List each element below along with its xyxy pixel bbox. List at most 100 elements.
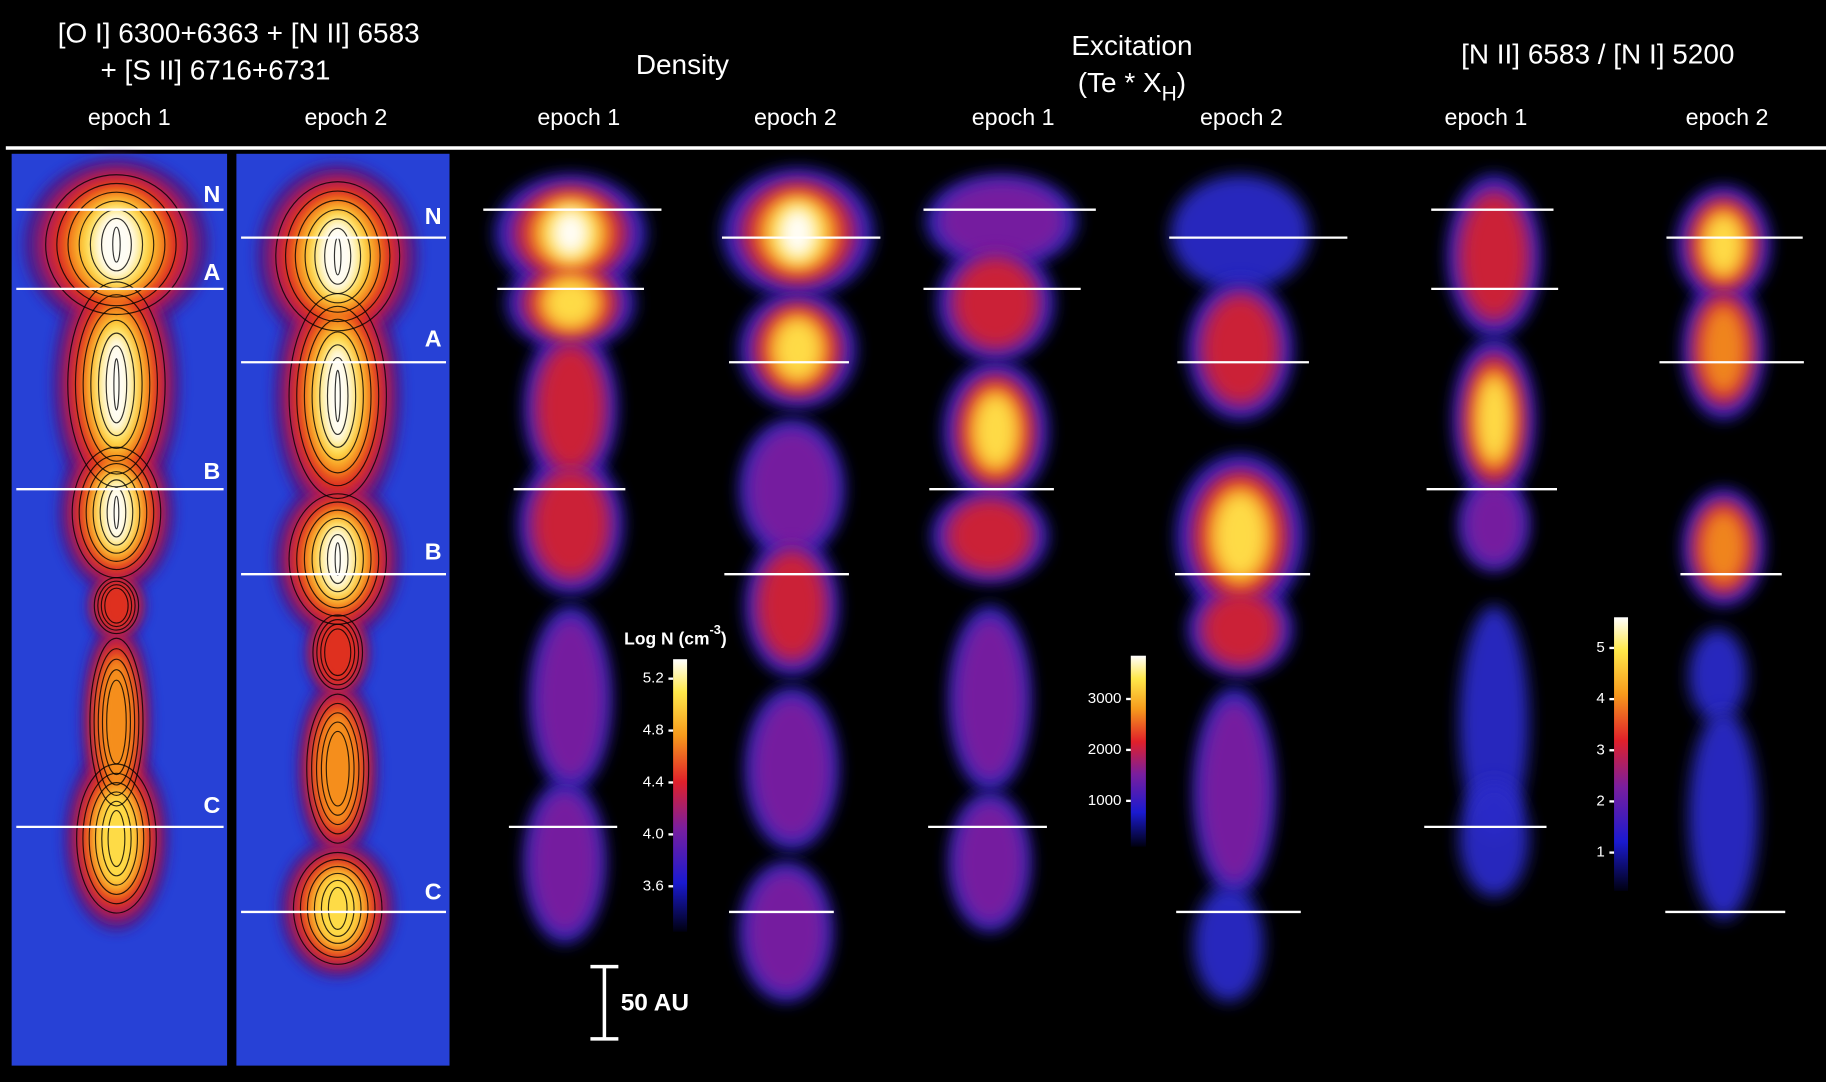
emission-blob: [1464, 483, 1524, 566]
emission-blob: [1193, 885, 1264, 1002]
knot-label: A: [425, 325, 442, 351]
contour: [303, 509, 372, 609]
contour: [100, 217, 132, 272]
emission-blob: [317, 219, 359, 294]
colorbar-title: Log N (cm-3): [624, 623, 727, 648]
title-part: ): [721, 628, 727, 648]
contour: [299, 858, 376, 958]
panel-title: Excitation: [1071, 30, 1192, 61]
panel-title: Density: [636, 49, 729, 80]
knot-label: C: [425, 878, 442, 904]
image-panel: [722, 168, 874, 1002]
emission-blob: [955, 800, 1025, 924]
knot-label: N: [425, 203, 442, 229]
contour: [107, 810, 126, 868]
subtitle-part: ): [1177, 67, 1186, 98]
contour: [101, 669, 132, 776]
contour: [315, 712, 360, 826]
contour: [88, 782, 145, 896]
colorbar-tick-label: 5: [1596, 639, 1604, 656]
contour: [100, 584, 133, 628]
contour: [311, 517, 364, 601]
contour: [284, 190, 391, 323]
contour: [296, 305, 380, 487]
contour: [94, 791, 138, 886]
emission-blob: [1214, 493, 1266, 579]
contour: [306, 693, 370, 844]
contour: [326, 357, 349, 436]
colorbar: [1614, 617, 1629, 891]
emission-blob: [1461, 194, 1527, 319]
emission-blob: [949, 500, 1031, 572]
epoch-label: epoch 2: [304, 104, 387, 130]
contour: [294, 199, 381, 313]
panel-title: [O I] 6300+6363 + [N II] 6583: [58, 17, 420, 48]
title-superscript: -3: [709, 623, 720, 638]
contour: [316, 619, 360, 686]
emission-blob: [538, 345, 604, 470]
knot-label: C: [204, 792, 221, 818]
colorbar-tick-label: 1000: [1088, 792, 1122, 809]
emission-blob: [954, 258, 1037, 348]
colorbar-tick-label: 2000: [1088, 741, 1122, 758]
emission-blob: [1701, 304, 1746, 395]
contour: [319, 525, 357, 593]
contour: [320, 721, 355, 816]
contour: [78, 454, 155, 571]
contour: [275, 181, 401, 332]
emission-blob: [1459, 780, 1530, 897]
contour: [99, 479, 134, 546]
contour: [67, 281, 166, 488]
emission-blob: [93, 209, 140, 280]
emission-blob: [1701, 510, 1746, 585]
emission-blob: [315, 709, 361, 829]
emission-blob: [1170, 174, 1311, 292]
contour: [112, 226, 121, 263]
scale-bar: 50 AU: [590, 964, 689, 1041]
contour: [104, 587, 129, 624]
contour: [304, 209, 371, 304]
emission-blob: [1203, 593, 1277, 665]
emission-blob: [778, 207, 817, 259]
image-panel: [1447, 174, 1541, 897]
epoch-label: epoch 1: [972, 104, 1055, 130]
epoch-label: epoch 1: [88, 104, 171, 130]
epoch-label: epoch 2: [754, 104, 837, 130]
contour: [56, 182, 177, 307]
colorbar: [1130, 655, 1146, 847]
emission-blob: [321, 526, 354, 592]
contour: [82, 772, 151, 905]
knot-label: A: [204, 259, 221, 285]
emission-blob: [955, 616, 1025, 781]
emission-blob: [535, 616, 606, 781]
contour: [319, 344, 357, 448]
contour: [324, 227, 352, 285]
title-part: Log N (cm: [624, 628, 709, 648]
emission-blob: [100, 333, 133, 436]
epoch-label: epoch 2: [1200, 104, 1283, 130]
contour: [97, 332, 135, 437]
knot-label: B: [425, 538, 442, 564]
emission-blob: [1199, 699, 1270, 885]
colorbar-tick-label: 5.2: [643, 670, 664, 687]
colorbar-tick-label: 4: [1596, 690, 1604, 707]
contour: [327, 886, 348, 930]
contour: [101, 800, 132, 877]
contour: [303, 318, 372, 474]
contour: [320, 623, 356, 681]
contour: [67, 191, 166, 298]
contour: [89, 637, 144, 807]
emission-blob: [545, 278, 597, 328]
overlay: N A B C N A B C: [16, 181, 1804, 914]
emission-blob: [974, 394, 1017, 468]
emission-blob: [1688, 710, 1759, 921]
emission-blob: [1477, 376, 1511, 462]
image-panel: [256, 163, 420, 979]
emission-blob: [314, 872, 362, 945]
colorbar-tick-label: 3: [1596, 741, 1604, 758]
knot-label: B: [204, 458, 221, 484]
contour: [93, 577, 140, 635]
contour: [324, 628, 352, 677]
contour: [288, 292, 387, 500]
